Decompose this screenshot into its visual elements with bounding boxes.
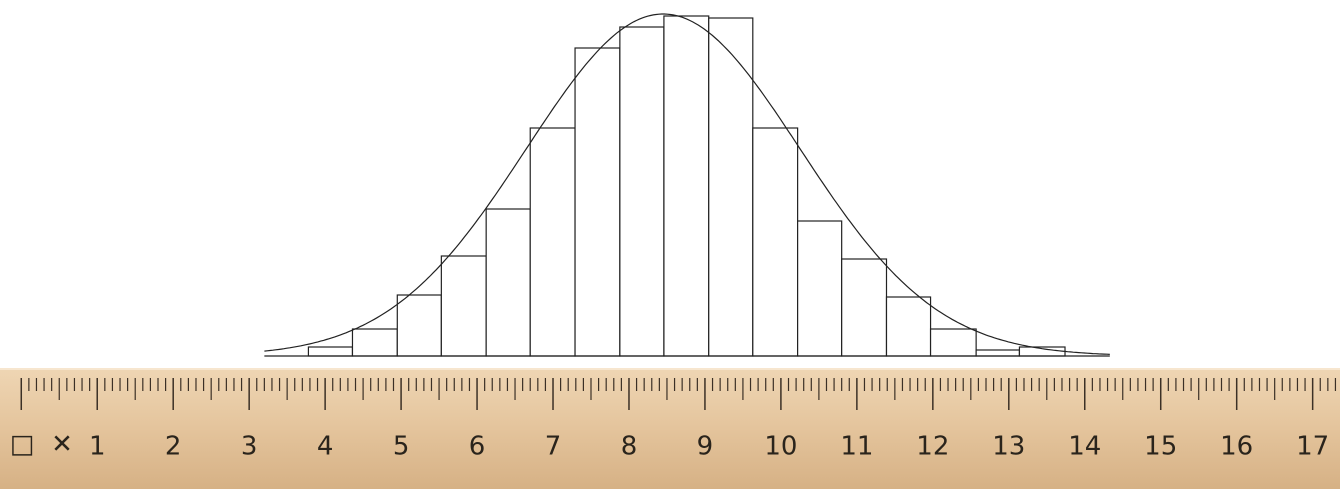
x-tick-label: 2 [165,432,182,462]
bar [396,294,442,357]
bar [351,328,398,357]
x-tick-label: 6 [469,432,486,462]
x-tick-label: 16 [1220,432,1253,462]
bar [485,208,531,357]
density-curve [264,13,1110,355]
bar [574,47,621,357]
bar [708,17,754,357]
origin-mark: ✕ [51,430,73,460]
bar [975,349,1021,357]
x-tick-label: 17 [1296,432,1329,462]
x-tick-label: 9 [697,432,714,462]
bar [440,255,487,357]
x-tick-label: 13 [992,432,1025,462]
ruler [0,368,1340,489]
x-tick-label: 12 [916,432,949,462]
bar [797,220,843,357]
x-tick-label: 1 [89,432,106,462]
bar [307,346,354,357]
x-tick-label: 8 [621,432,638,462]
bar [619,26,665,357]
x-tick-label: 11 [840,432,873,462]
x-tick-label: 5 [393,432,410,462]
x-tick-label: 10 [764,432,797,462]
x-tick-label: 4 [317,432,334,462]
bar [529,127,576,357]
bar [929,328,977,357]
origin-mark: □ [10,430,35,460]
bar [885,296,932,357]
bar [752,127,799,357]
x-tick-label: 14 [1068,432,1101,462]
x-tick-label: 3 [241,432,258,462]
bar [841,258,888,357]
bar [663,15,710,357]
x-tick-label: 7 [545,432,562,462]
x-tick-label: 15 [1144,432,1177,462]
